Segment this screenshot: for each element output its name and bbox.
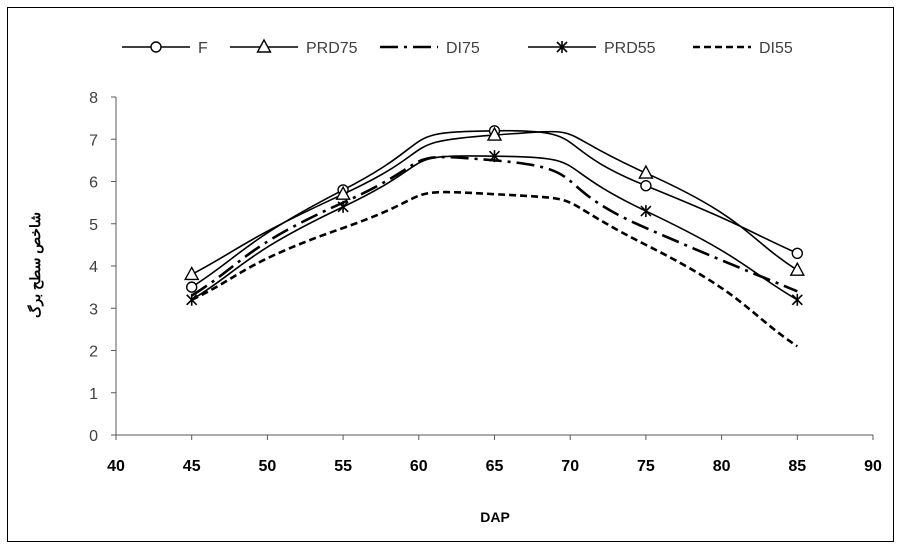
data-point	[640, 180, 652, 192]
legend-marker	[150, 41, 162, 53]
series-line-prd55	[191, 155, 798, 301]
legend-marker	[256, 38, 272, 53]
legend-marker	[556, 41, 568, 53]
y-tick-label: 1	[89, 386, 98, 403]
series-line-di55	[191, 190, 799, 348]
legend-item-di75: DI75	[380, 40, 480, 57]
plot-area	[184, 125, 805, 348]
y-tick-label: 6	[89, 175, 98, 192]
x-tick-label: 55	[334, 458, 352, 475]
y-tick-label: 5	[89, 217, 98, 234]
data-point	[640, 205, 652, 218]
series-di75	[191, 155, 798, 297]
x-tick-label: 50	[259, 458, 277, 475]
x-tick-label: 45	[183, 458, 201, 475]
y-tick-label: 8	[89, 90, 98, 107]
y-tick-label: 0	[89, 428, 98, 445]
data-point	[638, 164, 654, 179]
x-axis-title: DAP	[480, 509, 510, 525]
y-tick-label: 7	[89, 132, 98, 149]
legend-item-prd55: PRD55	[528, 40, 656, 57]
x-tick-label: 75	[637, 458, 655, 475]
legend-label: DI55	[759, 40, 793, 57]
legend-item-f: F	[122, 40, 208, 57]
legend-label: F	[198, 40, 208, 57]
x-tick-label: 80	[713, 458, 731, 475]
data-point	[791, 293, 803, 306]
y-axis-title: شاخص سطح برگ	[27, 212, 44, 318]
legend-item-prd75: PRD75	[230, 38, 358, 57]
series-prd75	[184, 126, 805, 281]
legend-label: PRD55	[604, 40, 656, 57]
data-point	[789, 261, 805, 276]
x-tick-label: 40	[107, 458, 125, 475]
data-point	[486, 126, 503, 141]
legend-item-di55: DI55	[693, 40, 793, 57]
series-di55	[191, 190, 799, 348]
series-prd55	[186, 150, 803, 306]
data-point	[791, 247, 803, 260]
x-tick-label: 65	[486, 458, 504, 475]
y-tick-label: 4	[89, 259, 98, 276]
data-point	[337, 200, 349, 213]
x-tick-label: 70	[561, 458, 579, 475]
chart-frame	[7, 7, 894, 542]
x-tick-label: 90	[864, 458, 882, 475]
y-tick-label: 2	[89, 344, 98, 361]
data-point	[488, 150, 501, 163]
y-tick-label: 3	[89, 301, 98, 318]
legend-label: PRD75	[306, 40, 358, 57]
data-point	[184, 265, 200, 281]
data-point	[185, 281, 198, 293]
x-tick-label: 85	[788, 458, 806, 475]
legend-label: DI75	[446, 40, 480, 57]
legend: F PRD75 DI75 PRD55 DI55	[122, 38, 793, 57]
series-line-di75	[191, 155, 798, 297]
data-point	[335, 185, 351, 200]
x-tick-label: 60	[410, 458, 428, 475]
